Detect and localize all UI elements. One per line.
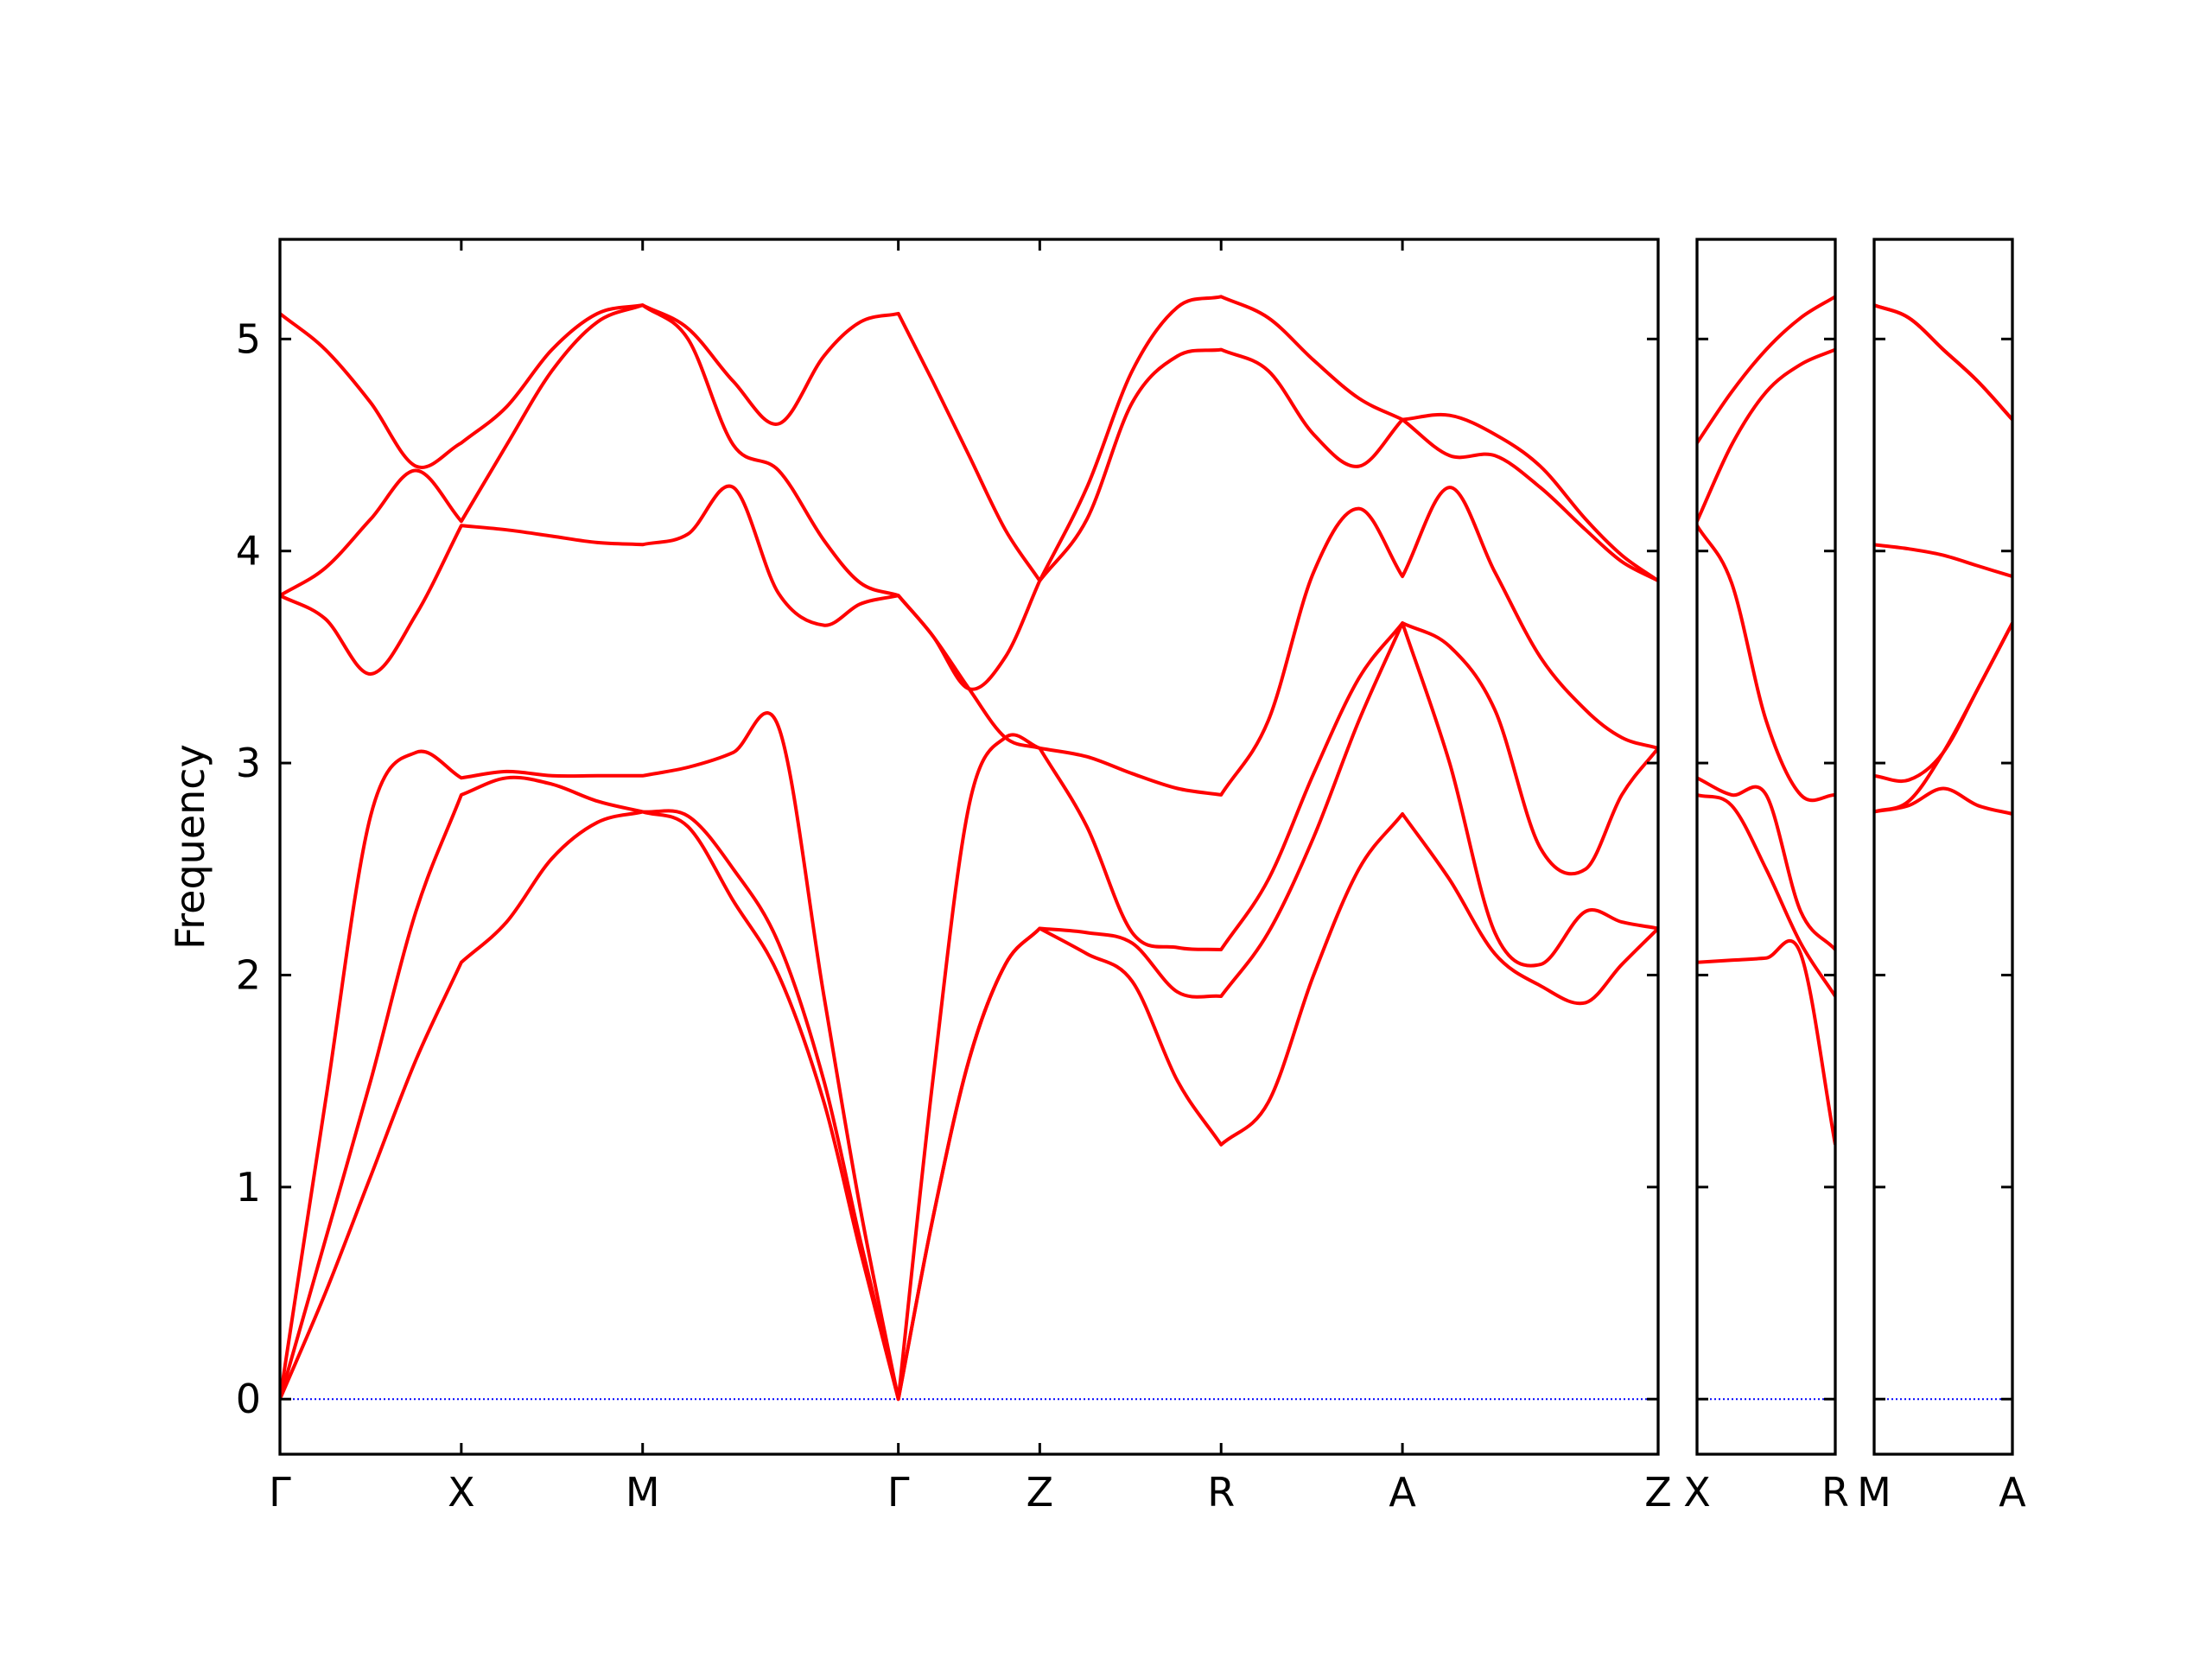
x-tick-label: X xyxy=(448,1469,475,1516)
x-tick-label: R xyxy=(1821,1469,1849,1516)
band-line xyxy=(280,621,1658,1402)
x-tick-label: R xyxy=(1207,1469,1235,1516)
band-line xyxy=(1874,622,2012,814)
x-tick-label: M xyxy=(1857,1469,1891,1516)
x-tick-label: A xyxy=(1389,1469,1416,1516)
band-line xyxy=(1874,622,2012,784)
plot-frame xyxy=(1695,238,1837,1456)
y-axis-label: Frequency xyxy=(167,744,213,950)
band-line xyxy=(280,810,1658,1402)
band-line xyxy=(1697,524,1835,803)
x-tick-label: Γ xyxy=(887,1469,910,1516)
band-line xyxy=(1697,776,1835,951)
y-tick-label: 2 xyxy=(236,951,261,998)
y-tick-label: 4 xyxy=(236,528,261,575)
x-tick-label: M xyxy=(626,1469,660,1516)
band-line xyxy=(1697,938,1835,1146)
plot-area xyxy=(280,295,1658,1402)
band-line xyxy=(280,621,1658,1402)
y-tick-label: 1 xyxy=(236,1164,261,1211)
band-line xyxy=(1874,303,2012,421)
y-tick-label: 5 xyxy=(236,315,261,362)
band-line xyxy=(280,295,1658,583)
x-tick-label: Z xyxy=(1644,1469,1672,1516)
y-tick-label: 0 xyxy=(236,1376,261,1422)
band-line xyxy=(280,303,1658,691)
band-line xyxy=(1697,295,1835,444)
band-line xyxy=(1697,792,1835,998)
y-tick-label: 3 xyxy=(236,740,261,786)
x-tick-label: Γ xyxy=(269,1469,291,1516)
band-line xyxy=(1874,786,2012,816)
plot-frame xyxy=(1872,238,2014,1456)
plot-area xyxy=(1874,303,2012,1401)
x-tick-label: Z xyxy=(1027,1469,1054,1516)
band-line xyxy=(280,484,1658,797)
band-line xyxy=(1697,347,1835,523)
x-tick-label: A xyxy=(1999,1469,2026,1516)
x-tick-label: X xyxy=(1683,1469,1711,1516)
plot-frame xyxy=(278,238,1660,1456)
plot-area xyxy=(1697,295,1835,1401)
band-line xyxy=(1874,543,2012,579)
band-line xyxy=(1874,303,2012,421)
